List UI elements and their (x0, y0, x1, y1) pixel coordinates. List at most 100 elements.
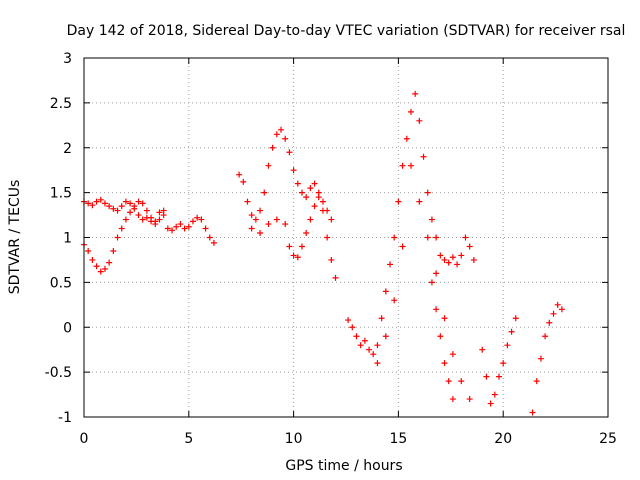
data-point (416, 117, 423, 124)
grid-lines (84, 58, 608, 417)
data-point (449, 254, 456, 261)
data-point (127, 200, 134, 207)
data-point (85, 200, 92, 207)
data-point (181, 225, 188, 232)
data-point (470, 256, 477, 263)
data-point (328, 216, 335, 223)
data-point (382, 333, 389, 340)
data-point (286, 243, 293, 250)
data-point (504, 342, 511, 349)
data-point (93, 198, 100, 205)
data-point (361, 337, 368, 344)
data-point (366, 346, 373, 353)
x-tick-label: 20 (494, 431, 512, 447)
data-point (156, 216, 163, 223)
y-axis-title: SDTVAR / TECUs (7, 180, 23, 295)
data-points (81, 90, 565, 416)
data-point (294, 180, 301, 187)
data-point (328, 256, 335, 263)
data-point (462, 234, 469, 241)
data-point (106, 259, 113, 266)
y-tick-label: 1 (63, 231, 72, 247)
data-point (152, 218, 159, 225)
data-point (353, 333, 360, 340)
data-point (303, 194, 310, 201)
axis-ticks (83, 57, 609, 418)
data-point (273, 131, 280, 138)
data-point (278, 126, 285, 133)
data-point (428, 216, 435, 223)
data-point (407, 108, 414, 115)
data-point (173, 223, 180, 230)
data-point (169, 227, 176, 234)
data-point (554, 301, 561, 308)
data-point (382, 288, 389, 295)
data-point (391, 297, 398, 304)
data-point (491, 391, 498, 398)
data-point (286, 149, 293, 156)
data-point (424, 234, 431, 241)
data-point (139, 200, 146, 207)
data-point (202, 225, 209, 232)
data-point (122, 198, 129, 205)
data-point (89, 202, 96, 209)
data-point (441, 256, 448, 263)
data-point (122, 216, 129, 223)
data-point (345, 317, 352, 324)
data-point (349, 324, 356, 331)
data-point (139, 216, 146, 223)
data-point (315, 194, 322, 201)
data-point (445, 378, 452, 385)
x-tick-label: 5 (184, 431, 193, 447)
data-point (416, 198, 423, 205)
data-point (433, 270, 440, 277)
data-point (399, 162, 406, 169)
x-tick-label: 15 (389, 431, 407, 447)
data-point (185, 223, 192, 230)
data-point (483, 373, 490, 380)
data-point (500, 360, 507, 367)
data-point (135, 212, 142, 219)
data-point (148, 214, 155, 221)
data-point (441, 315, 448, 322)
data-point (311, 180, 318, 187)
data-point (106, 203, 113, 210)
data-point (194, 214, 201, 221)
data-point (307, 216, 314, 223)
data-point (269, 144, 276, 151)
y-tick-label: 0.5 (50, 275, 72, 291)
data-point (118, 203, 125, 210)
data-point (189, 218, 196, 225)
data-point (454, 261, 461, 268)
data-point (428, 279, 435, 286)
data-point (114, 234, 121, 241)
data-point (449, 351, 456, 358)
data-point (160, 212, 167, 219)
data-point (395, 198, 402, 205)
data-point (445, 259, 452, 266)
y-tick-label: -1 (58, 410, 72, 426)
data-point (449, 396, 456, 403)
data-point (240, 178, 247, 185)
data-point (374, 342, 381, 349)
data-point (437, 252, 444, 259)
data-point (210, 239, 217, 246)
x-tick-label: 25 (599, 431, 617, 447)
data-point (441, 360, 448, 367)
data-point (290, 252, 297, 259)
data-point (458, 378, 465, 385)
y-tick-label: 2 (63, 141, 72, 157)
data-point (307, 185, 314, 192)
data-point (387, 261, 394, 268)
data-point (110, 205, 117, 212)
data-point (357, 342, 364, 349)
data-point (487, 400, 494, 407)
data-point (324, 234, 331, 241)
data-point (131, 203, 138, 210)
data-point (257, 230, 264, 237)
data-point (290, 167, 297, 174)
data-point (156, 209, 163, 216)
data-point (273, 216, 280, 223)
data-point (244, 198, 251, 205)
